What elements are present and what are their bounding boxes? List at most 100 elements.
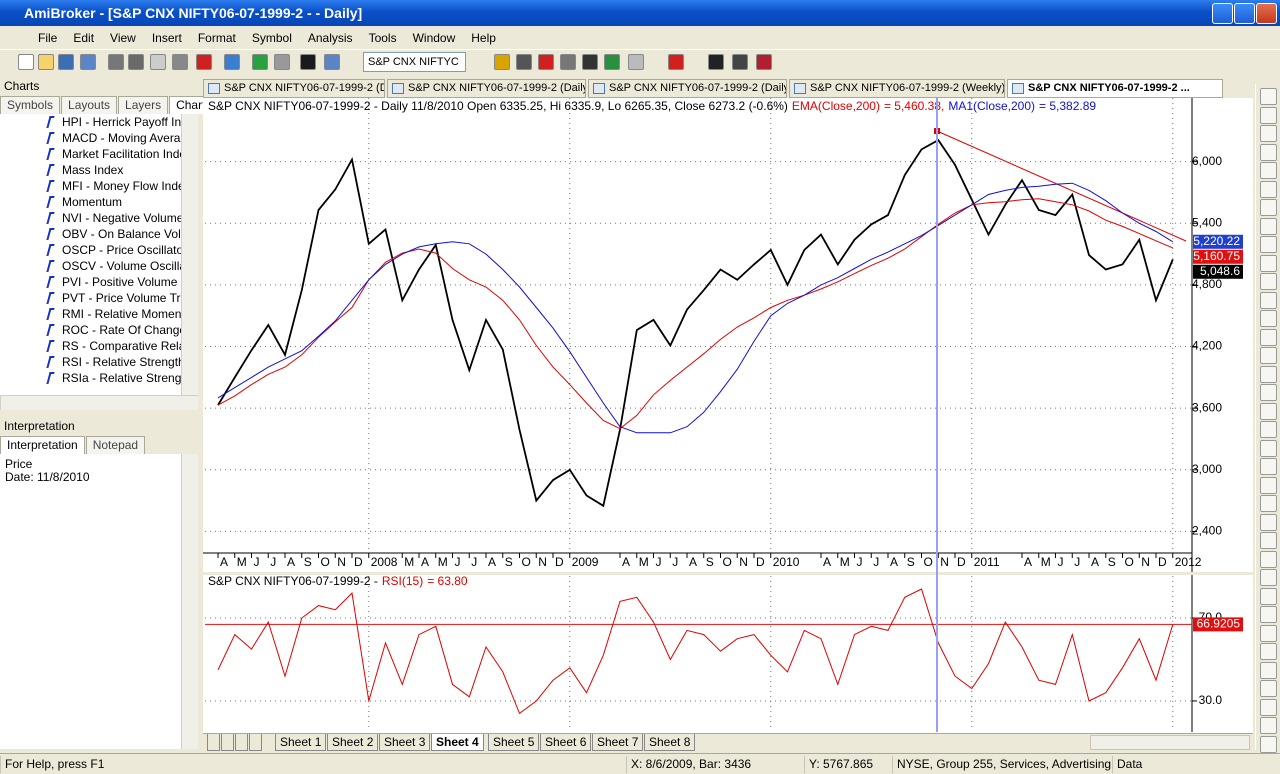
tool-button[interactable] bbox=[1260, 624, 1277, 642]
chart-tab[interactable]: S&P CNX NIFTY06-07-1999-2 (Weekly) bbox=[789, 79, 1005, 98]
menu-item[interactable]: Symbol bbox=[251, 31, 292, 45]
toolbar-button[interactable] bbox=[196, 54, 212, 70]
chart-tab[interactable]: S&P CNX NIFTY06-07-1999-2 (Daily) bbox=[387, 79, 586, 98]
chart-tab[interactable]: S&P CNX NIFTY06-07-1999-2 ... bbox=[1007, 79, 1223, 98]
tool-button[interactable] bbox=[1260, 532, 1277, 549]
chart-list-item[interactable]: Mass Index bbox=[0, 162, 181, 178]
tool-button[interactable] bbox=[1260, 643, 1277, 660]
tool-button[interactable] bbox=[1260, 365, 1277, 383]
toolbar-button[interactable] bbox=[756, 54, 772, 70]
toolbar-button[interactable] bbox=[324, 54, 340, 70]
symbol-combo[interactable]: S&P CNX NIFTYC bbox=[363, 52, 466, 72]
menu-item[interactable]: Edit bbox=[73, 31, 95, 45]
tool-button[interactable] bbox=[1260, 439, 1277, 457]
chart-list-item[interactable]: OBV - On Balance Volume bbox=[0, 226, 181, 242]
toolbar-button[interactable] bbox=[108, 54, 124, 70]
tool-button[interactable] bbox=[1260, 698, 1277, 716]
tool-button[interactable] bbox=[1260, 162, 1277, 179]
toolbar-button[interactable] bbox=[560, 54, 576, 70]
tool-button[interactable] bbox=[1260, 735, 1277, 753]
toolbar-button[interactable] bbox=[668, 54, 684, 70]
menu-item[interactable]: File bbox=[38, 31, 58, 45]
toolbar-button[interactable] bbox=[58, 54, 74, 70]
toolbar-button[interactable] bbox=[274, 54, 290, 70]
tool-button[interactable] bbox=[1260, 199, 1277, 216]
toolbar-button[interactable] bbox=[582, 54, 598, 70]
toolbar-button[interactable] bbox=[38, 54, 54, 70]
tool-button[interactable] bbox=[1260, 254, 1277, 272]
chart-list-item[interactable]: ROC - Rate Of Change ( bbox=[0, 322, 181, 338]
scrollbar[interactable] bbox=[181, 114, 198, 395]
tool-button[interactable] bbox=[1260, 661, 1277, 679]
chart-list-item[interactable]: HPI - Herrick Payoff Inde bbox=[0, 114, 181, 130]
sheet-tab[interactable]: Sheet 7 bbox=[592, 734, 644, 751]
panel-tab[interactable]: Layers bbox=[118, 96, 169, 114]
tool-button[interactable] bbox=[1260, 217, 1277, 235]
tool-button[interactable] bbox=[1260, 606, 1277, 623]
tool-button[interactable] bbox=[1260, 550, 1277, 568]
sheet-nav-button[interactable] bbox=[207, 734, 220, 751]
sheet-tab[interactable]: Sheet 6 bbox=[540, 734, 592, 751]
tool-button[interactable] bbox=[1260, 569, 1277, 586]
maximize-button[interactable] bbox=[1234, 3, 1255, 24]
menu-item[interactable]: Window bbox=[412, 31, 456, 45]
toolbar-button[interactable] bbox=[252, 54, 268, 70]
panel-tab[interactable]: Symbols bbox=[0, 96, 61, 114]
menu-item[interactable]: Insert bbox=[151, 31, 182, 45]
close-button[interactable] bbox=[1256, 3, 1277, 24]
tool-button[interactable] bbox=[1260, 273, 1277, 290]
scrollbar[interactable] bbox=[1090, 735, 1250, 750]
menu-item[interactable]: Analysis bbox=[307, 31, 353, 45]
chart-list-item[interactable]: RSIa - Relative Strength bbox=[0, 370, 181, 386]
chart-list-item[interactable]: Market Facilitation Index bbox=[0, 146, 181, 162]
chart-list-item[interactable]: RSI - Relative Strength I bbox=[0, 354, 181, 370]
toolbar-button[interactable] bbox=[604, 54, 620, 70]
tool-button[interactable] bbox=[1260, 458, 1277, 475]
tool-button[interactable] bbox=[1260, 310, 1277, 327]
toolbar-button[interactable] bbox=[708, 54, 724, 70]
sheet-nav-button[interactable] bbox=[249, 734, 262, 751]
sheet-nav-button[interactable] bbox=[221, 734, 234, 751]
tool-button[interactable] bbox=[1260, 513, 1277, 531]
chart-list-item[interactable]: OSCV - Volume Oscillator bbox=[0, 258, 181, 274]
toolbar-button[interactable] bbox=[80, 54, 96, 70]
tool-button[interactable] bbox=[1260, 384, 1277, 401]
tool-button[interactable] bbox=[1260, 328, 1277, 346]
menu-item[interactable]: Tools bbox=[368, 31, 397, 45]
menu-item[interactable]: View bbox=[110, 31, 136, 45]
minimize-button[interactable] bbox=[1212, 3, 1233, 24]
panel-tab[interactable]: Notepad bbox=[85, 436, 146, 454]
chart-list-item[interactable]: PVI - Positive Volume Inc bbox=[0, 274, 181, 290]
tool-button[interactable] bbox=[1260, 347, 1277, 364]
tool-button[interactable] bbox=[1260, 291, 1277, 309]
toolbar-button[interactable] bbox=[300, 54, 316, 70]
chart-list-item[interactable]: PVT - Price Volume Trenc bbox=[0, 290, 181, 306]
chart-list-item[interactable]: MFI - Money Flow Index bbox=[0, 178, 181, 194]
toolbar-button[interactable] bbox=[18, 54, 34, 70]
chart-list-item[interactable]: NVI - Negative Volume In bbox=[0, 210, 181, 226]
chart-list-item[interactable]: Momentum bbox=[0, 194, 181, 210]
sheet-tab[interactable]: Sheet 5 bbox=[488, 734, 540, 751]
panel-tab[interactable]: Interpretation bbox=[0, 436, 85, 454]
toolbar-button[interactable] bbox=[128, 54, 144, 70]
scrollbar[interactable] bbox=[0, 395, 198, 410]
tool-button[interactable] bbox=[1260, 495, 1277, 512]
panel-tab[interactable]: Layouts bbox=[61, 96, 118, 114]
chart-list-item[interactable]: RMI - Relative Momentum bbox=[0, 306, 181, 322]
tool-button[interactable] bbox=[1260, 106, 1277, 124]
tool-button[interactable] bbox=[1260, 717, 1277, 734]
tool-button[interactable] bbox=[1260, 88, 1277, 105]
sheet-tab[interactable]: Sheet 1 bbox=[275, 734, 327, 751]
toolbar-button[interactable] bbox=[628, 54, 644, 70]
tool-button[interactable] bbox=[1260, 402, 1277, 420]
toolbar-button[interactable] bbox=[494, 54, 510, 70]
toolbar-button[interactable] bbox=[516, 54, 532, 70]
chart-tab[interactable]: S&P CNX NIFTY06-07-1999-2 (Daily) bbox=[588, 79, 787, 98]
sheet-tab[interactable]: Sheet 3 bbox=[379, 734, 431, 751]
chart-list-item[interactable]: OSCP - Price Oscillator bbox=[0, 242, 181, 258]
toolbar-button[interactable] bbox=[150, 54, 166, 70]
toolbar-button[interactable] bbox=[172, 54, 188, 70]
tool-button[interactable] bbox=[1260, 476, 1277, 494]
sheet-tab[interactable]: Sheet 2 bbox=[327, 734, 379, 751]
chart-list-item[interactable]: RS - Comparative Relativ bbox=[0, 338, 181, 354]
